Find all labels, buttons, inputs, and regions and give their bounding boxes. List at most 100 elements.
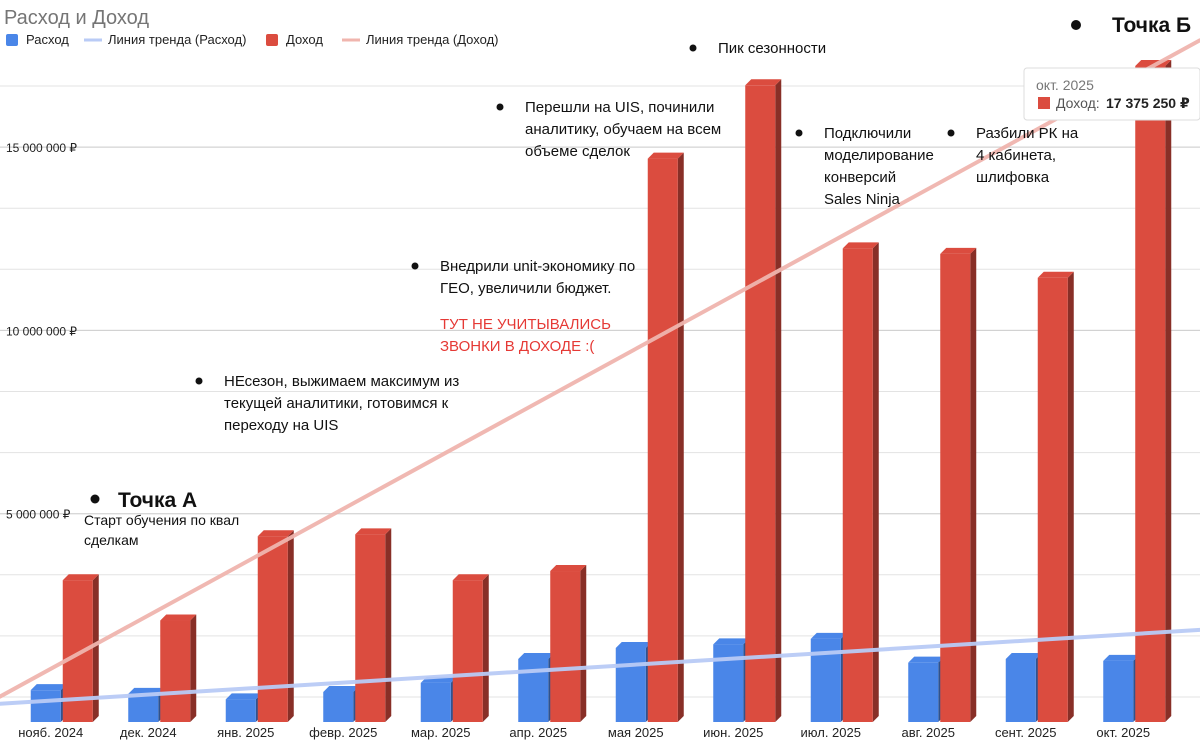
bar-side <box>580 565 587 722</box>
x-tick-label: сент. 2025 <box>995 725 1057 740</box>
annotation: Разбили РК на 4 кабинета, шлифовка <box>947 125 1079 186</box>
annotation-line: НЕсезон, выжимаем максимум из <box>224 373 459 390</box>
bar-revenue <box>1037 271 1074 722</box>
bar-expense <box>615 642 652 722</box>
bar-front <box>420 682 451 722</box>
bar-front <box>1037 277 1068 722</box>
bar-side <box>287 530 294 722</box>
legend-label: Линия тренда (Расход) <box>108 32 246 47</box>
annotation-line: Подключили <box>824 125 911 142</box>
bar-front <box>908 662 939 722</box>
bar-expense <box>518 653 555 722</box>
bar-front <box>745 85 776 723</box>
trendline <box>0 38 1200 699</box>
annotation-warning: ЗВОНКИ В ДОХОДЕ :( <box>440 338 594 355</box>
bar-front <box>128 693 159 722</box>
annotation: Подключили моделирование конверсий Sales Ni… <box>795 125 934 208</box>
bar-revenue <box>842 242 879 722</box>
x-tick-label: янв. 2025 <box>217 725 274 740</box>
bar-top <box>257 530 294 537</box>
gridlines <box>0 85 1200 698</box>
legend-swatch <box>266 34 278 46</box>
bar-side <box>1165 60 1172 723</box>
x-tick-label: нояб. 2024 <box>18 725 83 740</box>
bar-side <box>970 247 977 723</box>
bar-top <box>647 152 684 159</box>
legend-swatch <box>6 34 18 46</box>
bar-top <box>908 656 945 663</box>
tooltip-box <box>1023 67 1200 121</box>
x-axis: нояб. 2024 дек. 2024 янв. 2025 февр. 2025 ма… <box>18 725 1150 740</box>
x-tick-label: июн. 2025 <box>703 725 763 740</box>
bar-front <box>647 158 678 722</box>
bar-front <box>1103 660 1134 722</box>
tooltip-date: окт. 2025 <box>1036 77 1094 93</box>
bar-top <box>810 632 847 639</box>
bullet-dot <box>90 494 100 504</box>
bar-side <box>677 152 684 722</box>
annotation-line: аналитику, обучаем на всем <box>525 121 721 138</box>
bar-revenue <box>745 79 782 723</box>
annotation: Перешли на UIS, починили аналитику, обуча… <box>496 99 721 160</box>
bar-top <box>518 653 555 660</box>
annotation-line: моделирование <box>824 147 934 164</box>
bullet-dot <box>947 129 955 137</box>
bullet-dot <box>1071 20 1081 30</box>
bullet-dot <box>689 44 697 52</box>
annotation-line: переходу на UIS <box>224 417 338 434</box>
annotation-line: текущей аналитики, готовимся к <box>224 395 449 412</box>
bar-top <box>842 242 879 249</box>
bar-expense <box>1005 653 1042 722</box>
bar-top <box>615 642 652 649</box>
y-axis: 5 000 000 ₽ 10 000 000 ₽ 15 000 000 ₽ <box>6 141 77 522</box>
annotation-line: Старт обучения по квал <box>84 512 239 528</box>
tooltip-series-label: Доход: <box>1056 95 1100 111</box>
x-tick-label: окт. 2025 <box>1096 725 1150 740</box>
bar-top <box>160 614 197 621</box>
x-tick-label: авг. 2025 <box>902 725 955 740</box>
bar-top <box>940 247 977 254</box>
bar-top <box>225 693 262 700</box>
y-tick-label: 5 000 000 ₽ <box>6 508 71 522</box>
bar-front <box>713 644 744 722</box>
bar-top <box>1103 654 1140 661</box>
bar-top <box>30 684 67 691</box>
annotation-line: Пик сезонности <box>718 40 826 57</box>
bar-front <box>452 580 483 722</box>
bar-front <box>257 536 288 722</box>
bar-expense <box>323 686 360 722</box>
bar-front <box>30 690 61 722</box>
chart-title: Расход и Доход <box>4 7 149 29</box>
bar-revenue <box>257 530 294 722</box>
bar-expense <box>225 693 262 722</box>
annotation-line: ГЕО, увеличили бюджет. <box>440 280 611 297</box>
bar-top <box>1005 653 1042 660</box>
x-tick-label: июл. 2025 <box>801 725 861 740</box>
bullet-dot <box>195 377 203 385</box>
bar-revenue <box>452 574 489 722</box>
annotation: Пик сезонности <box>689 40 826 57</box>
bar-front <box>615 648 646 722</box>
tooltip-swatch <box>1038 97 1050 109</box>
legend-label: Доход <box>286 32 323 47</box>
annotation: Внедрили unit-экономику по ГЕО, увеличили… <box>411 258 635 355</box>
bar-expense <box>420 676 457 722</box>
bar-top <box>1037 271 1074 278</box>
bar-top <box>745 79 782 86</box>
y-tick-label: 10 000 000 ₽ <box>6 324 77 338</box>
annotation-line: конверсий <box>824 169 896 186</box>
annotation-line: объеме сделок <box>525 143 630 160</box>
annotation-line: сделкам <box>84 532 139 548</box>
bar-expense <box>810 632 847 722</box>
bar-revenue <box>160 614 197 722</box>
trendline <box>0 627 1200 706</box>
annotation-line: 4 кабинета, <box>976 147 1056 164</box>
bar-top <box>323 686 360 693</box>
x-tick-label: февр. 2025 <box>309 725 377 740</box>
bar-top <box>713 638 750 645</box>
bar-top <box>355 528 392 535</box>
x-tick-label: мая 2025 <box>608 725 664 740</box>
bar-side <box>190 614 197 722</box>
